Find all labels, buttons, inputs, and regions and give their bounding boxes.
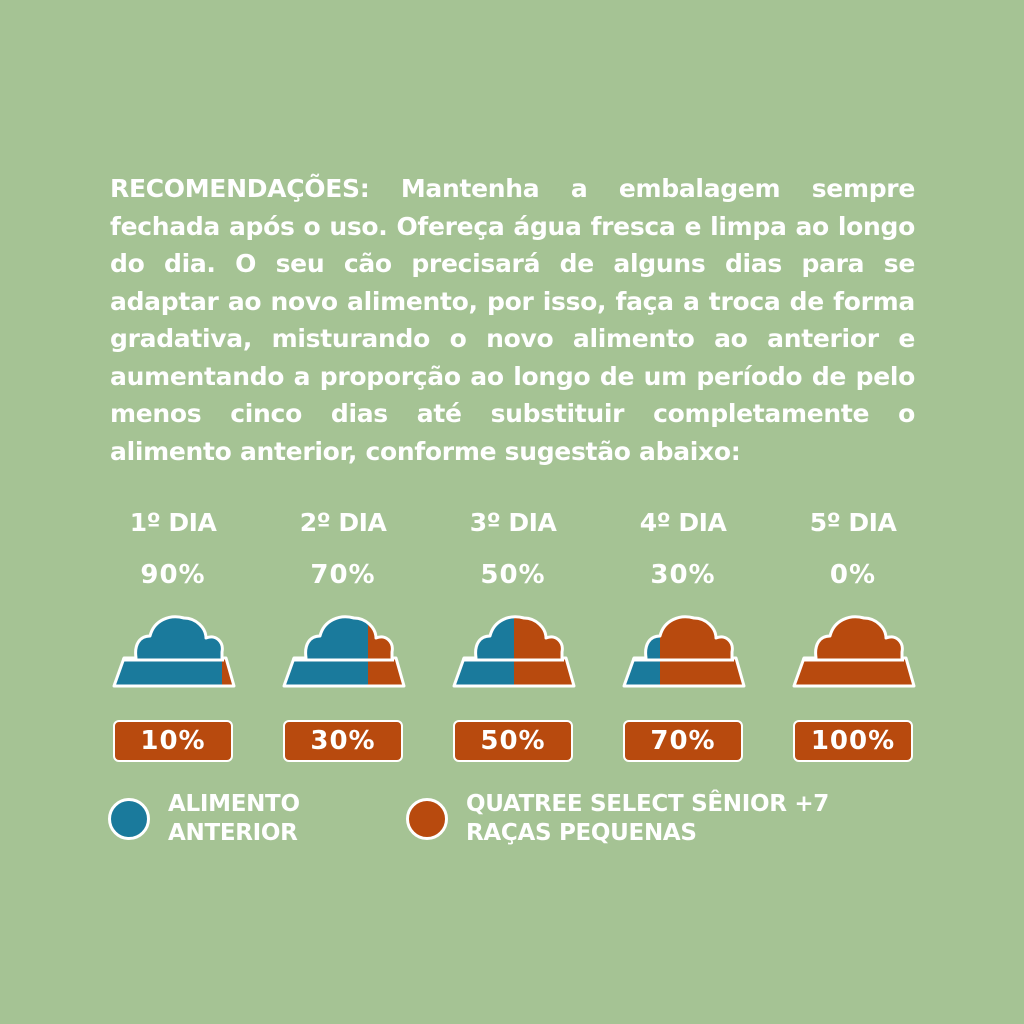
previous-food-swatch <box>108 798 150 840</box>
bowl-outline <box>622 615 746 688</box>
food-bowl-icon <box>282 615 406 688</box>
legend-label-line: RAÇAS PEQUENAS <box>466 820 697 846</box>
legend: ALIMENTO ANTERIOR QUATREE SELECT SÊNIOR … <box>108 790 928 850</box>
legend-label-line: ANTERIOR <box>168 820 298 846</box>
transition-schedule: 1º DIA 90% 10% 2º DIA 70% 30% 3º DIA 50%… <box>88 500 938 762</box>
legend-label-line: ALIMENTO <box>168 791 300 817</box>
bowl-outline <box>792 615 916 688</box>
day-column: 2º DIA 70% 30% <box>258 500 428 762</box>
day-label: 2º DIA <box>299 508 387 537</box>
previous-food-percent: 90% <box>140 560 206 590</box>
legend-item-previous-food: ALIMENTO ANTERIOR <box>108 790 300 848</box>
new-food-portion <box>514 616 574 686</box>
new-food-swatch <box>406 798 448 840</box>
food-bowl-icon <box>112 615 236 688</box>
day-column: 3º DIA 50% 50% <box>428 500 598 762</box>
bowl-outline <box>452 615 576 688</box>
day-column: 1º DIA 90% 10% <box>88 500 258 762</box>
day-column: 4º DIA 30% 70% <box>598 500 768 762</box>
bowl-outline <box>282 615 406 688</box>
food-bowl-icon <box>452 615 576 688</box>
recommendations-text: RECOMENDAÇÕES: Mantenha a embalagem semp… <box>110 174 915 466</box>
food-bowl-icon <box>790 612 916 694</box>
new-food-percent-badge: 100% <box>793 720 913 762</box>
food-bowl-icon <box>622 615 746 688</box>
day-label: 1º DIA <box>129 508 217 537</box>
day-label: 3º DIA <box>469 508 557 537</box>
previous-food-portion <box>114 616 222 686</box>
new-food-percent-badge: 30% <box>283 720 403 762</box>
day-label: 5º DIA <box>809 508 897 537</box>
previous-food-percent: 30% <box>650 560 716 590</box>
legend-label: QUATREE SELECT SÊNIOR +7 RAÇAS PEQUENAS <box>466 790 829 848</box>
new-food-percent-badge: 50% <box>453 720 573 762</box>
previous-food-portion <box>284 616 368 686</box>
previous-food-percent: 0% <box>829 560 877 590</box>
previous-food-percent: 50% <box>480 560 546 590</box>
new-food-portion <box>794 616 914 686</box>
previous-food-percent: 70% <box>310 560 376 590</box>
legend-label: ALIMENTO ANTERIOR <box>168 790 300 848</box>
new-food-percent-badge: 70% <box>623 720 743 762</box>
legend-item-new-food: QUATREE SELECT SÊNIOR +7 RAÇAS PEQUENAS <box>406 790 829 848</box>
new-food-portion <box>368 616 404 686</box>
previous-food-portion <box>454 616 514 686</box>
previous-food-portion <box>790 612 794 694</box>
new-food-percent-badge: 10% <box>113 720 233 762</box>
bowl-outline <box>112 615 236 688</box>
legend-label-line: QUATREE SELECT SÊNIOR +7 <box>466 791 830 817</box>
day-column: 5º DIA 0% 100% <box>768 500 938 762</box>
day-label: 4º DIA <box>639 508 727 537</box>
